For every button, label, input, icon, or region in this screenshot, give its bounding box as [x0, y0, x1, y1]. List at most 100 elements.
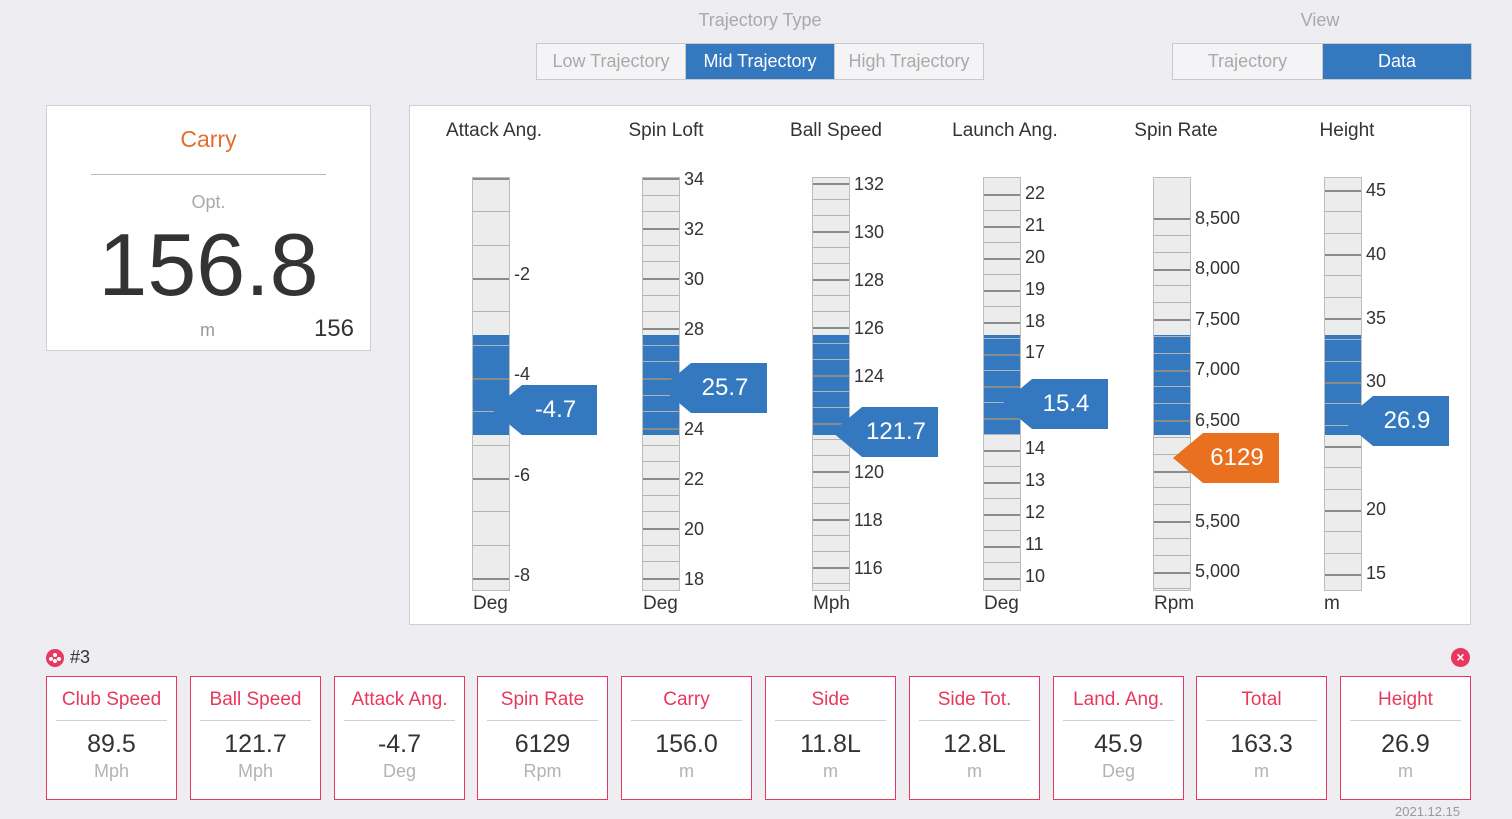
- gauge-tick-label: 7,500: [1195, 309, 1241, 329]
- gauge-minor-tick: [1325, 275, 1361, 277]
- gauge-major-tick: [984, 258, 1020, 260]
- low-trajectory-option[interactable]: Low Trajectory: [552, 51, 670, 71]
- gauge-major-tick: [643, 228, 679, 230]
- optimal-range-band: [813, 335, 849, 435]
- gauge-tick-label: 6,500: [1195, 410, 1241, 430]
- gauge-title: Ball Speed: [790, 120, 882, 141]
- view-trajectory-option[interactable]: Trajectory: [1207, 51, 1288, 71]
- gauge-tick-label: 19: [1025, 279, 1046, 299]
- close-icon[interactable]: ×: [1451, 648, 1470, 667]
- gauge-tick-label: 22: [684, 469, 705, 489]
- gauge-minor-tick: [1154, 285, 1190, 287]
- gauge-tick-label: 34: [684, 169, 705, 189]
- gauge-minor-tick: [984, 370, 1020, 371]
- gauge-tick-label: 32: [684, 219, 705, 239]
- gauge-minor-tick: [813, 551, 849, 552]
- view-selector: Trajectory Data: [1172, 43, 1472, 80]
- gauge-major-tick: [1325, 318, 1361, 320]
- gauge-tick-label: 20: [684, 519, 705, 539]
- gauge-minor-tick: [1154, 588, 1190, 590]
- gauge-title: Spin Loft: [628, 120, 704, 141]
- gauge-minor-tick: [473, 444, 509, 446]
- gauge-minor-tick: [813, 535, 849, 536]
- gauge-minor-tick: [643, 361, 679, 363]
- stat-unit: Mph: [237, 761, 273, 781]
- gauge-minor-tick: [984, 242, 1020, 243]
- optimal-range-band: [984, 335, 1020, 435]
- gauge-minor-tick: [813, 263, 849, 264]
- gauge-minor-tick: [813, 359, 849, 360]
- gauge-tick-label: 10: [1025, 566, 1046, 586]
- gauge-major-tick: [984, 290, 1020, 292]
- gauge-tick-label: 124: [854, 366, 885, 386]
- gauge-minor-tick: [1154, 403, 1190, 405]
- gauge-minor-tick: [473, 311, 509, 313]
- carry-value: 156.8: [98, 215, 319, 314]
- stat-card-club-speed: Club Speed 89.5 Mph: [46, 676, 177, 800]
- gauge-tick-label: 15: [1366, 563, 1387, 583]
- gauge-major-tick: [813, 183, 849, 185]
- gauge-minor-tick: [1154, 504, 1190, 506]
- gauge-tick-label: 40: [1366, 244, 1387, 264]
- gauge-major-tick: [813, 279, 849, 281]
- gauge-minor-tick: [643, 261, 679, 263]
- stat-divider: [919, 720, 1030, 721]
- stat-divider: [1206, 720, 1317, 721]
- shot-number: #3: [70, 647, 91, 667]
- gauge-minor-tick: [1154, 487, 1190, 489]
- gauge-major-tick: [1325, 574, 1361, 576]
- gauge-minor-tick: [1325, 403, 1361, 405]
- gauge-tick-label: 126: [854, 318, 885, 338]
- stat-card-side-total: Side Tot. 12.8L m: [909, 676, 1040, 800]
- gauge-minor-tick: [473, 411, 509, 413]
- gauge-minor-tick: [1325, 211, 1361, 213]
- view-data-option[interactable]: Data: [1322, 44, 1471, 79]
- stat-card-attack-angle: Attack Ang. -4.7 Deg: [334, 676, 465, 800]
- gauge-tick-label: 8,500: [1195, 208, 1241, 228]
- gauge-major-tick: [1325, 382, 1361, 384]
- high-trajectory-option[interactable]: High Trajectory: [834, 44, 983, 79]
- gauge-tick-label: 132: [854, 174, 885, 194]
- gauge-minor-tick: [1154, 436, 1190, 438]
- gauge-tick-label: 5,000: [1195, 561, 1241, 581]
- gauge-minor-tick: [813, 295, 849, 296]
- gauge-major-tick: [1154, 369, 1190, 372]
- stat-value: 163.3: [1230, 730, 1293, 758]
- gauge-minor-tick: [643, 211, 679, 213]
- gauge-major-tick: [473, 178, 509, 180]
- gauge-major-tick: [643, 478, 679, 480]
- gauge-minor-tick: [1325, 360, 1361, 362]
- gauge-tube: [1324, 177, 1362, 591]
- gauge-minor-tick: [1325, 339, 1361, 341]
- stat-divider: [775, 720, 886, 721]
- gauge-major-tick: [984, 482, 1020, 484]
- gauge-minor-tick: [813, 311, 849, 312]
- gauge-minor-tick: [1154, 386, 1190, 388]
- stat-title: Side Tot.: [937, 689, 1012, 710]
- stat-title: Spin Rate: [500, 689, 585, 710]
- carry-card: Carry Opt. 156.8 m 156: [46, 105, 371, 351]
- stat-card-side: Side 11.8L m: [765, 676, 896, 800]
- gauge-minor-tick: [813, 199, 849, 200]
- gauge-tick-label: 13: [1025, 470, 1046, 490]
- stat-title: Total: [1241, 689, 1282, 710]
- gauge-minor-tick: [473, 211, 509, 213]
- gauge-title: Spin Rate: [1134, 120, 1218, 141]
- gauge-tick-label: 14: [1025, 438, 1046, 458]
- gauge-title: Launch Ang.: [952, 120, 1058, 141]
- gauge-tick-label: 30: [684, 269, 705, 289]
- gauge-minor-tick: [1154, 251, 1190, 253]
- gauge-minor-tick: [1325, 488, 1361, 490]
- stat-unit: Deg: [1101, 761, 1136, 781]
- mid-trajectory-option[interactable]: Mid Trajectory: [685, 44, 834, 79]
- gauge-major-tick: [1154, 420, 1190, 422]
- gauge-unit: m: [1324, 593, 1340, 614]
- gauge-minor-tick: [473, 244, 509, 246]
- stat-divider: [1350, 720, 1461, 721]
- gauge-major-tick: [643, 328, 679, 330]
- gauge-tube: [1153, 177, 1191, 591]
- gauge-tube: [472, 177, 510, 591]
- gauge-tube: [812, 177, 850, 591]
- gauge-major-tick: [1325, 254, 1361, 256]
- gauge-major-tick: [813, 567, 849, 569]
